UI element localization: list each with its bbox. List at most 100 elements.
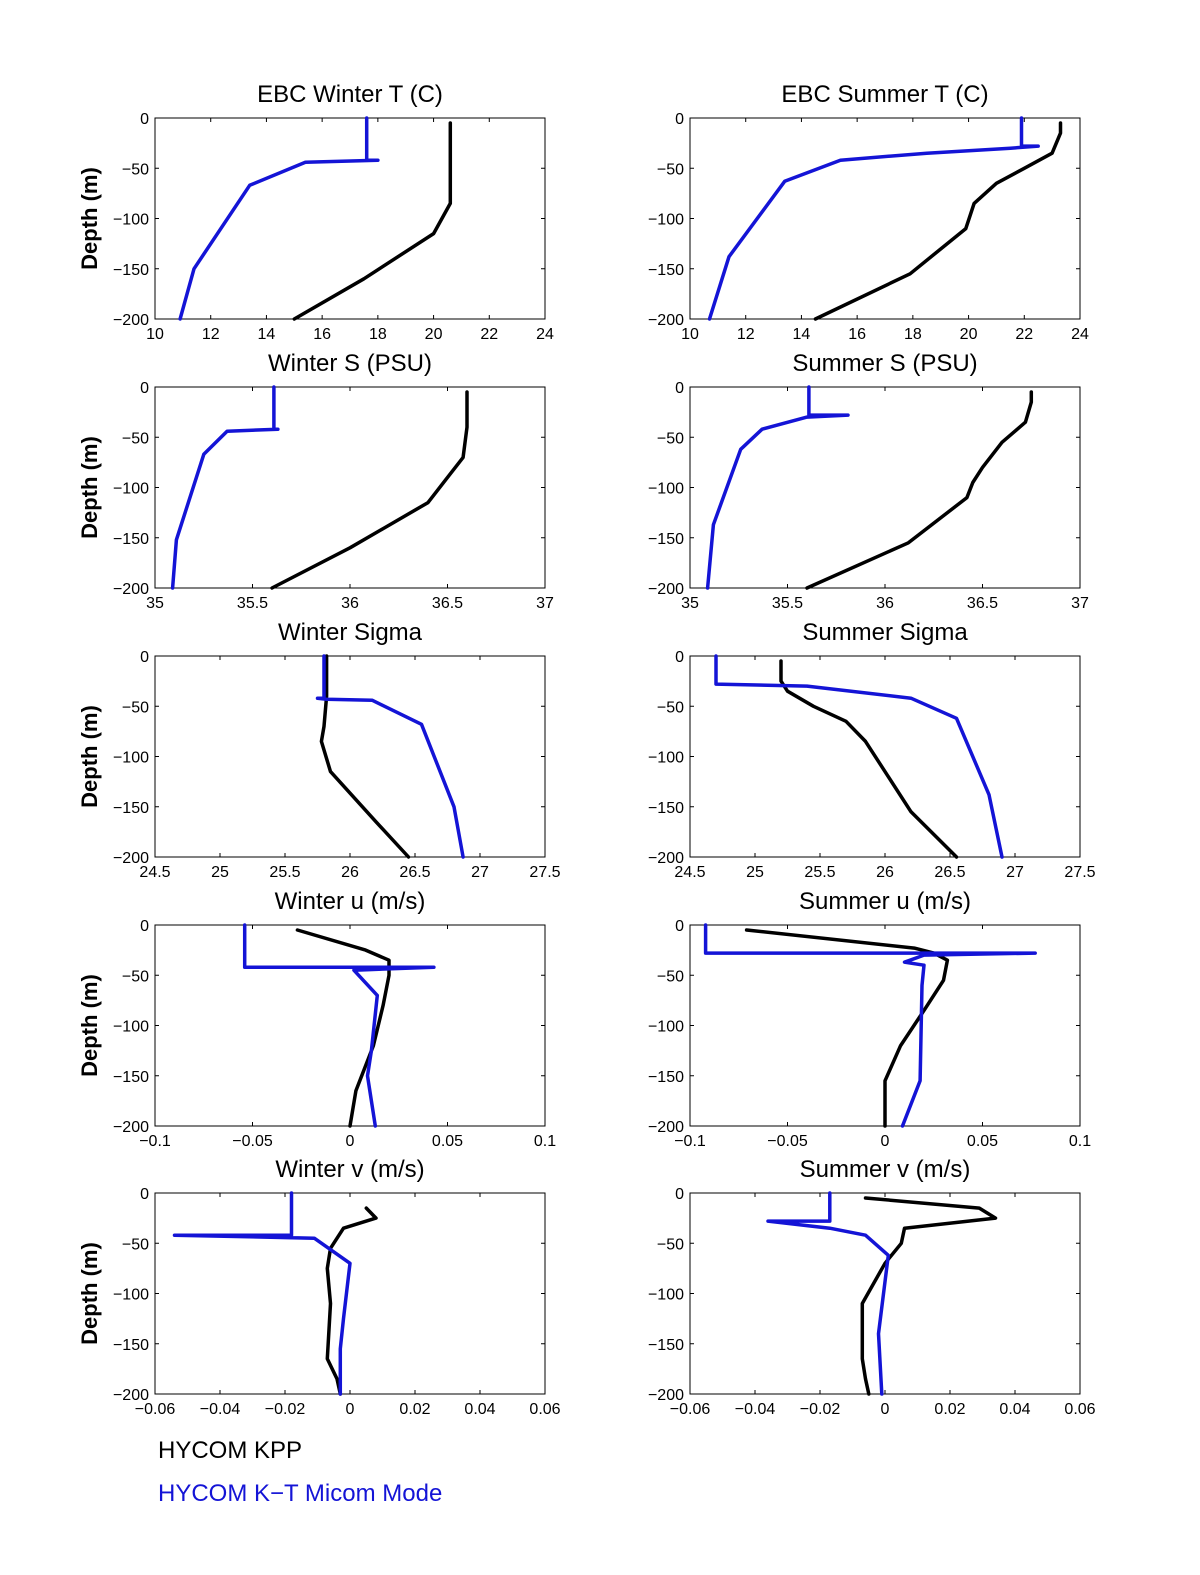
panel-title: Winter v (m/s) [275, 1156, 424, 1183]
axes-box [154, 1192, 546, 1395]
y-tick-label: −50 [657, 430, 684, 447]
y-tick-label: −200 [648, 850, 684, 867]
x-tick-label: 0.02 [399, 1401, 430, 1418]
y-tick-label: −50 [122, 430, 149, 447]
chart-panel-5: Summer Sigma 24.5 25 25.5 26 26.5 27 27.5 0 −50 −1… [648, 619, 1096, 881]
y-tick-label: −200 [113, 1119, 149, 1136]
chart-panel-0: EBC Winter T (C) Depth (m) 10 12 14 16 18 20 22 2… [77, 81, 554, 343]
x-tick-label: 35 [681, 595, 699, 612]
x-tick-label: 36.5 [432, 595, 463, 612]
chart-panel-3: Summer S (PSU) 35 35.5 36 36.5 37 0 −50 −100 −150… [648, 350, 1089, 612]
y-tick-label: −50 [657, 161, 684, 178]
y-tick-label: −100 [648, 212, 684, 229]
series-line-kpp [292, 121, 453, 321]
x-tick-label: 16 [313, 326, 331, 343]
x-tick-label: 26 [876, 864, 894, 881]
series-line-micom [178, 116, 380, 321]
x-tick-label: 0.06 [529, 1401, 560, 1418]
y-tick-label: −200 [113, 850, 149, 867]
x-tick-label: 27.5 [529, 864, 560, 881]
x-tick-label: 0.05 [967, 1133, 998, 1150]
x-tick-label: 26.5 [934, 864, 965, 881]
x-tick-label: 25 [746, 864, 764, 881]
series-line-kpp [813, 121, 1063, 321]
axes-box [154, 117, 546, 320]
x-tick-label: 18 [369, 326, 387, 343]
y-tick-label: −50 [122, 1236, 149, 1253]
y-tick-label: −50 [122, 699, 149, 716]
y-tick-label: −150 [648, 262, 684, 279]
y-tick-label: 0 [675, 918, 684, 935]
panel-title: Winter Sigma [278, 619, 423, 646]
x-tick-label: 12 [202, 326, 220, 343]
y-tick-label: −150 [113, 262, 149, 279]
y-tick-label: −150 [113, 800, 149, 817]
x-tick-label: −0.02 [800, 1401, 841, 1418]
x-tick-label: 27.5 [1064, 864, 1095, 881]
y-tick-label: −150 [648, 1337, 684, 1354]
y-tick-label: −200 [648, 312, 684, 329]
y-tick-label: −150 [648, 531, 684, 548]
x-tick-label: 25 [211, 864, 229, 881]
y-tick-label: −50 [122, 161, 149, 178]
y-tick-label: −50 [657, 968, 684, 985]
panel-title: EBC Summer T (C) [781, 81, 988, 108]
x-tick-label: −0.04 [200, 1401, 241, 1418]
series-line-micom [242, 923, 436, 1128]
x-tick-label: 22 [480, 326, 498, 343]
chart-panel-6: Winter u (m/s) Depth (m) −0.1 −0.05 0 0.05 0.1… [77, 888, 556, 1150]
series-line-micom [315, 654, 465, 859]
y-tick-label: 0 [675, 1186, 684, 1203]
y-tick-label: −100 [648, 1287, 684, 1304]
x-tick-label: −0.04 [735, 1401, 776, 1418]
panel-title: Summer v (m/s) [800, 1156, 971, 1183]
x-tick-label: −0.1 [674, 1133, 706, 1150]
x-tick-label: −0.1 [139, 1133, 171, 1150]
y-tick-label: 0 [140, 918, 149, 935]
x-tick-label: 0.1 [1069, 1133, 1091, 1150]
y-tick-label: −100 [113, 750, 149, 767]
y-tick-label: −200 [113, 312, 149, 329]
y-tick-label: −200 [648, 1119, 684, 1136]
y-tick-label: −200 [113, 581, 149, 598]
y-tick-label: −50 [657, 699, 684, 716]
panel-title: Summer Sigma [802, 619, 968, 646]
y-tick-label: −200 [113, 1387, 149, 1404]
x-tick-label: 0 [346, 1401, 355, 1418]
y-tick-label: 0 [140, 1186, 149, 1203]
x-tick-label: 35 [146, 595, 164, 612]
chart-panel-9: Summer v (m/s) −0.06 −0.04 −0.02 0 0.02 0.04 0.… [648, 1156, 1096, 1418]
series-line-kpp [744, 928, 950, 1128]
x-tick-label: 27 [471, 864, 489, 881]
y-tick-label: −150 [648, 800, 684, 817]
series-line-kpp [295, 928, 391, 1128]
x-tick-label: −0.05 [232, 1133, 273, 1150]
panel-title: Winter u (m/s) [275, 888, 426, 915]
y-tick-label: 0 [140, 649, 149, 666]
x-tick-label: 12 [737, 326, 755, 343]
x-tick-label: 0.1 [534, 1133, 556, 1150]
x-tick-label: 24 [1071, 326, 1089, 343]
x-tick-label: 25.5 [269, 864, 300, 881]
x-tick-label: 36 [876, 595, 894, 612]
series-line-kpp [270, 390, 469, 590]
chart-panel-7: Summer u (m/s) −0.1 −0.05 0 0.05 0.1 0 −50 −100 −… [648, 888, 1091, 1150]
y-tick-label: −100 [648, 1019, 684, 1036]
axes-box [154, 386, 546, 589]
x-tick-label: 20 [960, 326, 978, 343]
y-tick-label: −100 [113, 481, 149, 498]
x-tick-label: −0.06 [670, 1401, 711, 1418]
y-tick-label: −100 [113, 1287, 149, 1304]
x-tick-label: 36.5 [967, 595, 998, 612]
x-tick-label: 18 [904, 326, 922, 343]
panel-title: EBC Winter T (C) [257, 81, 443, 108]
x-tick-label: 22 [1015, 326, 1033, 343]
axes-box [154, 924, 546, 1127]
x-tick-label: 37 [536, 595, 554, 612]
series-line-micom [714, 654, 1004, 859]
x-tick-label: 37 [1071, 595, 1089, 612]
series-line-micom [707, 116, 1040, 321]
x-tick-label: 26 [341, 864, 359, 881]
panel-title: Winter S (PSU) [268, 350, 432, 377]
